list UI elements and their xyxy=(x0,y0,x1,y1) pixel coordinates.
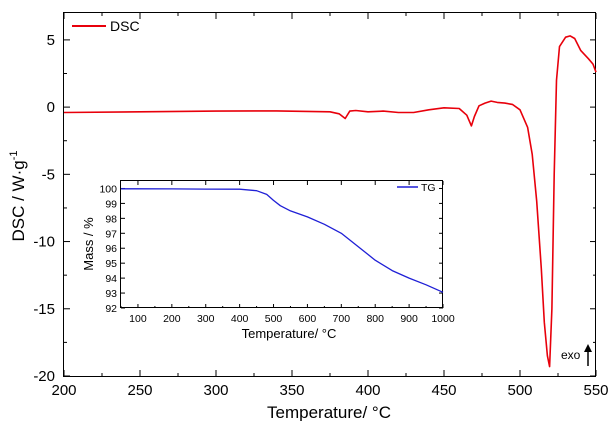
inset-y-tick-label: 95 xyxy=(105,258,117,270)
inset-y-tick-label: 98 xyxy=(105,213,117,225)
main-y-tick-label: 0 xyxy=(47,99,55,116)
inset-x-tick-label: 400 xyxy=(231,313,249,325)
main-legend: DSC xyxy=(72,18,140,34)
dsc-series-line xyxy=(63,35,597,368)
dsc-legend-label: DSC xyxy=(110,18,140,34)
inset-y-tick-label: 92 xyxy=(105,303,117,315)
main-x-tick-label: 400 xyxy=(355,382,380,399)
tg-legend-label: TG xyxy=(421,182,436,194)
inset-x-tick-label: 1000 xyxy=(431,313,455,325)
inset-x-tick-label: 200 xyxy=(163,313,181,325)
main-x-tick-label: 250 xyxy=(127,382,152,399)
inset-x-tick-labels: 100 200 300 400 500 600 700 800 900 1000 xyxy=(129,313,455,325)
main-x-tick-label: 450 xyxy=(431,382,456,399)
inset-legend: TG xyxy=(397,182,436,194)
inset-y-tick-label: 94 xyxy=(105,273,117,285)
inset-x-tick-label: 600 xyxy=(299,313,317,325)
main-plot: 200 250 300 350 400 450 500 550 5 0 -5 -10 -15 -20 T… xyxy=(8,12,609,421)
inset-axis-ticks xyxy=(120,181,444,309)
inset-y-axis-label: Mass / % xyxy=(81,217,96,271)
inset-y-tick-label: 96 xyxy=(105,243,117,255)
main-x-tick-label: 300 xyxy=(203,382,228,399)
main-axis-ticks xyxy=(63,13,597,377)
inset-y-tick-label: 100 xyxy=(99,183,117,195)
main-y-tick-label: -10 xyxy=(33,234,55,251)
inset-x-tick-label: 900 xyxy=(400,313,418,325)
inset-x-tick-label: 300 xyxy=(197,313,215,325)
main-x-tick-label: 500 xyxy=(507,382,532,399)
main-y-tick-label: 5 xyxy=(47,32,55,49)
main-x-tick-label: 350 xyxy=(279,382,304,399)
inset-x-tick-label: 700 xyxy=(333,313,351,325)
inset-plot: 100 200 300 400 500 600 700 800 900 1000 100 99 98 9… xyxy=(81,180,455,341)
inset-y-tick-label: 97 xyxy=(105,228,117,240)
main-y-tick-labels: 5 0 -5 -10 -15 -20 xyxy=(33,32,55,385)
main-y-tick-label: -20 xyxy=(33,368,55,385)
inset-y-tick-label: 93 xyxy=(105,288,117,300)
main-x-axis-label: Temperature/ °C xyxy=(267,403,391,421)
tg-series-line xyxy=(121,188,444,293)
main-y-axis-label-sup: -1 xyxy=(8,150,20,160)
main-y-tick-label: -5 xyxy=(42,166,55,183)
main-y-tick-label: -15 xyxy=(33,301,55,318)
exo-label: exo xyxy=(561,348,581,362)
exo-arrow-head xyxy=(584,344,592,352)
inset-y-tick-labels: 100 99 98 97 96 95 94 93 92 xyxy=(99,183,117,315)
main-y-axis-label: DSC / W·g-1 xyxy=(8,150,28,241)
main-x-tick-labels: 200 250 300 350 400 450 500 550 xyxy=(51,382,608,399)
main-plot-frame xyxy=(63,12,596,377)
inset-y-tick-label: 99 xyxy=(105,198,117,210)
inset-x-tick-label: 100 xyxy=(129,313,147,325)
inset-x-axis-label: Temperature/ °C xyxy=(242,326,337,341)
inset-x-tick-label: 800 xyxy=(366,313,384,325)
inset-background xyxy=(120,180,443,308)
main-x-tick-label: 200 xyxy=(51,382,76,399)
exo-annotation: exo xyxy=(561,344,592,366)
main-x-tick-label: 550 xyxy=(583,382,608,399)
inset-plot-frame xyxy=(120,180,443,308)
inset-x-tick-label: 500 xyxy=(265,313,283,325)
